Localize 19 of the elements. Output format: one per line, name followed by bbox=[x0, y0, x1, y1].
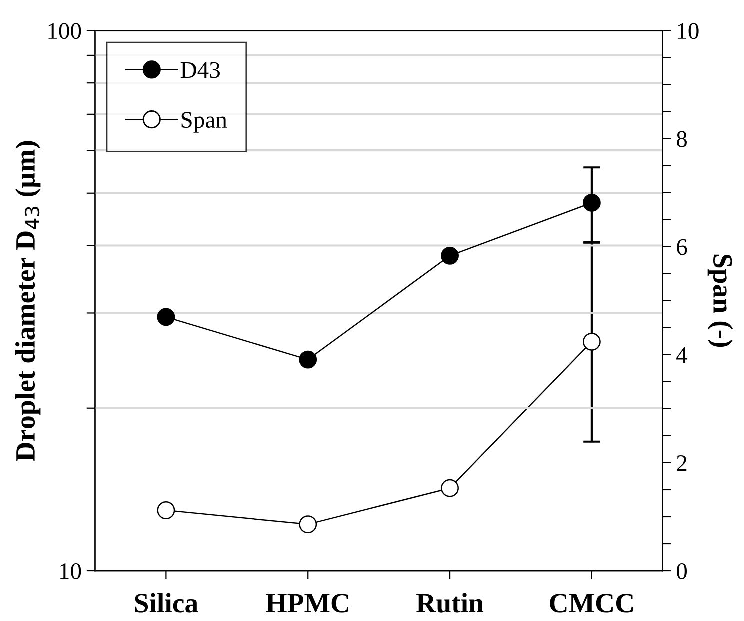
point bbox=[157, 308, 176, 326]
legend-label: D43 bbox=[180, 62, 220, 78]
point bbox=[441, 246, 459, 265]
y2-tick-label: 10 bbox=[678, 23, 699, 40]
y2-tick-label: 6 bbox=[677, 239, 688, 256]
y2-tick-label: 0 bbox=[677, 564, 688, 580]
x-tick-label: Silica bbox=[135, 593, 198, 613]
y-tick-label: 100 bbox=[48, 23, 82, 40]
x-tick-label: CMCC bbox=[550, 594, 634, 613]
x-tick-label: HPMC bbox=[266, 594, 348, 613]
y2-axis-title: Span (-) bbox=[708, 254, 734, 348]
point bbox=[299, 350, 318, 369]
x-tick-label: Rutin bbox=[416, 593, 484, 613]
y2-tick-label: 8 bbox=[677, 131, 688, 148]
y-axis-title: Droplet diameter D$_{43}$ (µm) bbox=[16, 141, 41, 462]
point bbox=[582, 194, 601, 212]
legend-label: Span bbox=[182, 112, 228, 133]
y2-tick-label: 2 bbox=[677, 456, 687, 472]
y2-tick-label: 4 bbox=[676, 348, 688, 364]
